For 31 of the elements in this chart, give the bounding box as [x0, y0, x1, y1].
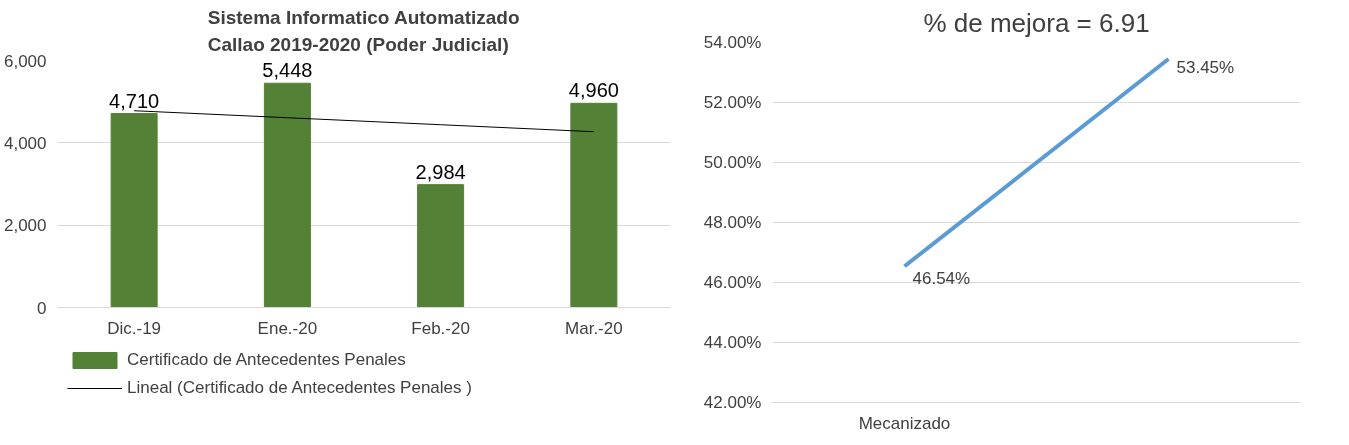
y-tick-label: 54.00%	[703, 33, 762, 52]
data-label: 46.54%	[912, 269, 971, 289]
x-tick-label: Mecanizado	[858, 413, 951, 433]
chart-title: Sistema Informatico Automatizado Callao 2019-2020 (Poder Judicial)	[207, 7, 520, 56]
chart-title: % de mejora = 6.91	[923, 7, 1150, 38]
y-tick-label: 6,000	[3, 51, 47, 71]
data-label: 4,960	[568, 79, 619, 102]
data-label: 5,448	[262, 59, 313, 82]
y-tick-label: 42.00%	[703, 393, 762, 412]
x-tick-label: Mar.-20	[565, 318, 623, 338]
bar	[110, 113, 158, 308]
x-tick-label: Dic.-19	[107, 318, 162, 338]
y-tick-label: 4,000	[3, 133, 47, 153]
line-series	[133, 110, 595, 133]
y-tick-label: 0	[37, 298, 47, 318]
y-tick-label: 46.00%	[703, 273, 762, 292]
bar	[263, 82, 311, 308]
bar	[417, 184, 465, 308]
y-tick-label: 52.00%	[703, 93, 762, 112]
data-label: 4,710	[109, 89, 160, 112]
x-tick-label: Feb.-20	[411, 318, 470, 338]
bar	[570, 102, 618, 308]
y-tick-label: 2,000	[3, 216, 47, 236]
y-tick-label: 48.00%	[703, 213, 762, 232]
y-tick-label: 50.00%	[703, 153, 762, 172]
legend-label: Certificado de Antecedentes Penales	[127, 350, 406, 370]
data-label: 53.45%	[1176, 58, 1235, 77]
y-tick-label: 44.00%	[703, 333, 762, 352]
x-tick-label: Ene.-20	[257, 318, 318, 338]
legend-label: Lineal (Certificado de Antecedentes Penales )	[127, 378, 472, 398]
data-label: 2,984	[415, 160, 466, 183]
